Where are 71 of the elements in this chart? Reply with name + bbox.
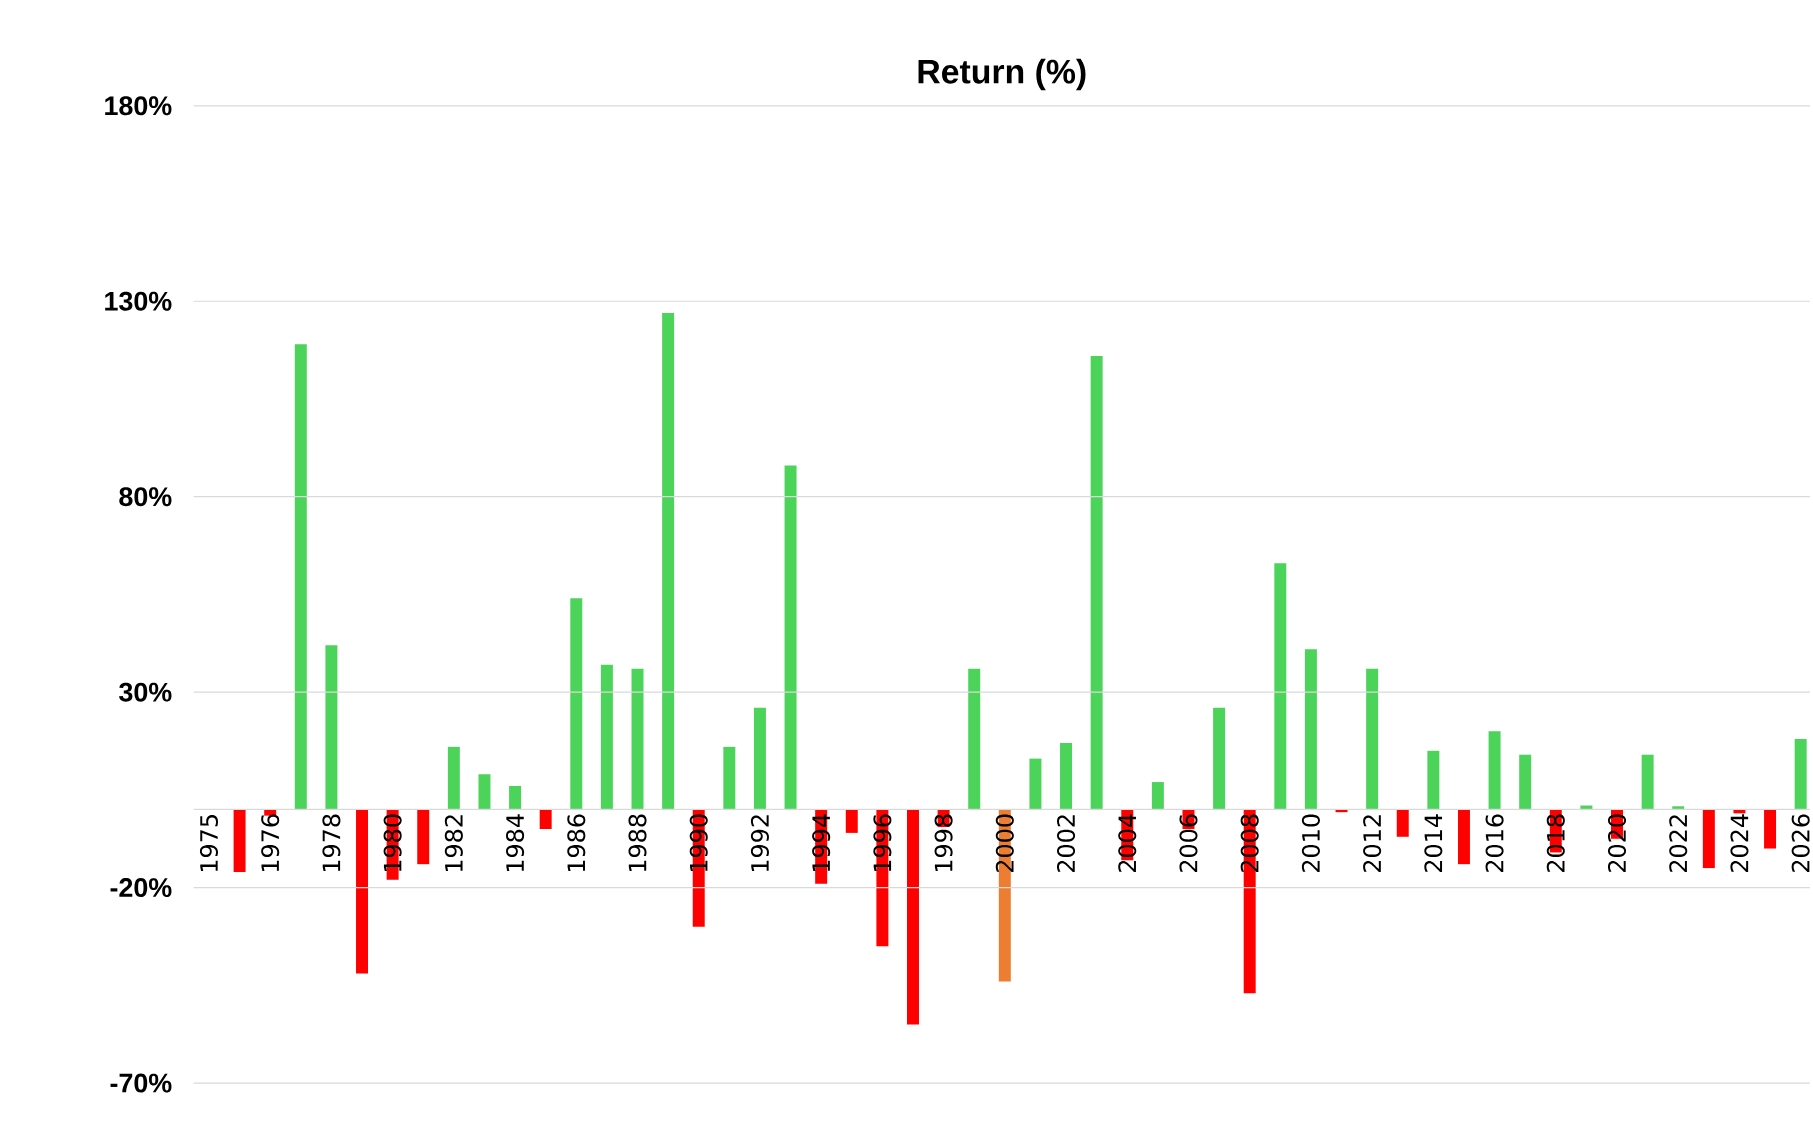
bar <box>784 465 797 810</box>
bar <box>1427 750 1440 810</box>
bar <box>1519 754 1532 810</box>
x-tick-label: 1982 <box>444 815 463 872</box>
x-tick-label: 1984 <box>506 814 525 872</box>
bar <box>1488 731 1501 810</box>
x-tick-label: 2020 <box>1607 814 1627 872</box>
bar <box>631 668 644 810</box>
bar <box>1304 649 1317 810</box>
y-tick-label: -70% <box>110 1073 172 1093</box>
bar <box>1366 668 1379 810</box>
x-tick-label: 2016 <box>1485 814 1504 872</box>
x-tick-label: 2022 <box>1669 815 1688 872</box>
x-tick-label: 2004 <box>1118 814 1137 872</box>
bar <box>1274 563 1287 810</box>
x-tick-label: 2024 <box>1730 814 1749 872</box>
bar <box>1457 809 1470 865</box>
bar <box>1702 809 1715 869</box>
bar <box>417 809 430 865</box>
bar <box>1764 809 1777 849</box>
bar <box>753 707 766 810</box>
x-tick-label: 1990 <box>689 814 708 872</box>
bar <box>294 344 307 810</box>
x-tick-label: 1986 <box>567 814 586 872</box>
bar <box>1672 806 1685 810</box>
bar <box>600 664 613 810</box>
x-tick-label: 1994 <box>812 814 831 872</box>
y-tick-label: 130% <box>105 291 172 311</box>
x-tick-label: 2000 <box>995 814 1014 872</box>
bar <box>1794 739 1807 810</box>
bar <box>662 312 675 810</box>
bar <box>509 785 522 810</box>
bar <box>570 598 583 810</box>
x-tick-label: 2026 <box>1791 814 1810 872</box>
bar <box>1396 809 1409 837</box>
x-tick-label: 2002 <box>1057 815 1076 872</box>
x-tick-label: 2006 <box>1179 814 1198 872</box>
y-tick-label: 80% <box>119 487 172 507</box>
x-tick-label: 2008 <box>1240 814 1259 872</box>
bar <box>478 774 491 810</box>
bar <box>1029 758 1042 810</box>
x-tick-label: 1978 <box>322 814 341 872</box>
x-tick-label: 1980 <box>383 814 402 872</box>
bar <box>968 668 981 810</box>
y-tick-label: -20% <box>110 878 172 898</box>
x-tick-label: 1976 <box>261 814 280 872</box>
x-tick-label: 1992 <box>750 815 769 872</box>
bar <box>325 645 338 810</box>
bar <box>1090 355 1103 810</box>
bar <box>907 809 919 1025</box>
x-tick-label: 2010 <box>1301 814 1320 872</box>
bar <box>723 746 736 810</box>
x-tick-label: 1996 <box>873 814 892 872</box>
y-tick-label: 180% <box>105 96 172 116</box>
x-tick-label: 1998 <box>934 814 953 872</box>
bar <box>1151 782 1164 810</box>
x-tick-label: 1975 <box>199 815 218 872</box>
bar <box>233 809 246 872</box>
x-tick-label: 2014 <box>1424 814 1443 872</box>
bar <box>447 746 460 810</box>
bar <box>356 809 369 974</box>
bar <box>845 809 858 833</box>
bar <box>1641 754 1654 810</box>
x-tick-label: 2018 <box>1546 814 1565 872</box>
chart-title: Return (%) <box>918 58 1086 91</box>
x-tick-label: 2012 <box>1363 815 1382 872</box>
bar <box>1213 707 1226 810</box>
bar <box>1060 742 1073 810</box>
x-tick-label: 1988 <box>628 814 647 872</box>
y-tick-label: 30% <box>119 682 172 702</box>
bar <box>539 809 552 829</box>
